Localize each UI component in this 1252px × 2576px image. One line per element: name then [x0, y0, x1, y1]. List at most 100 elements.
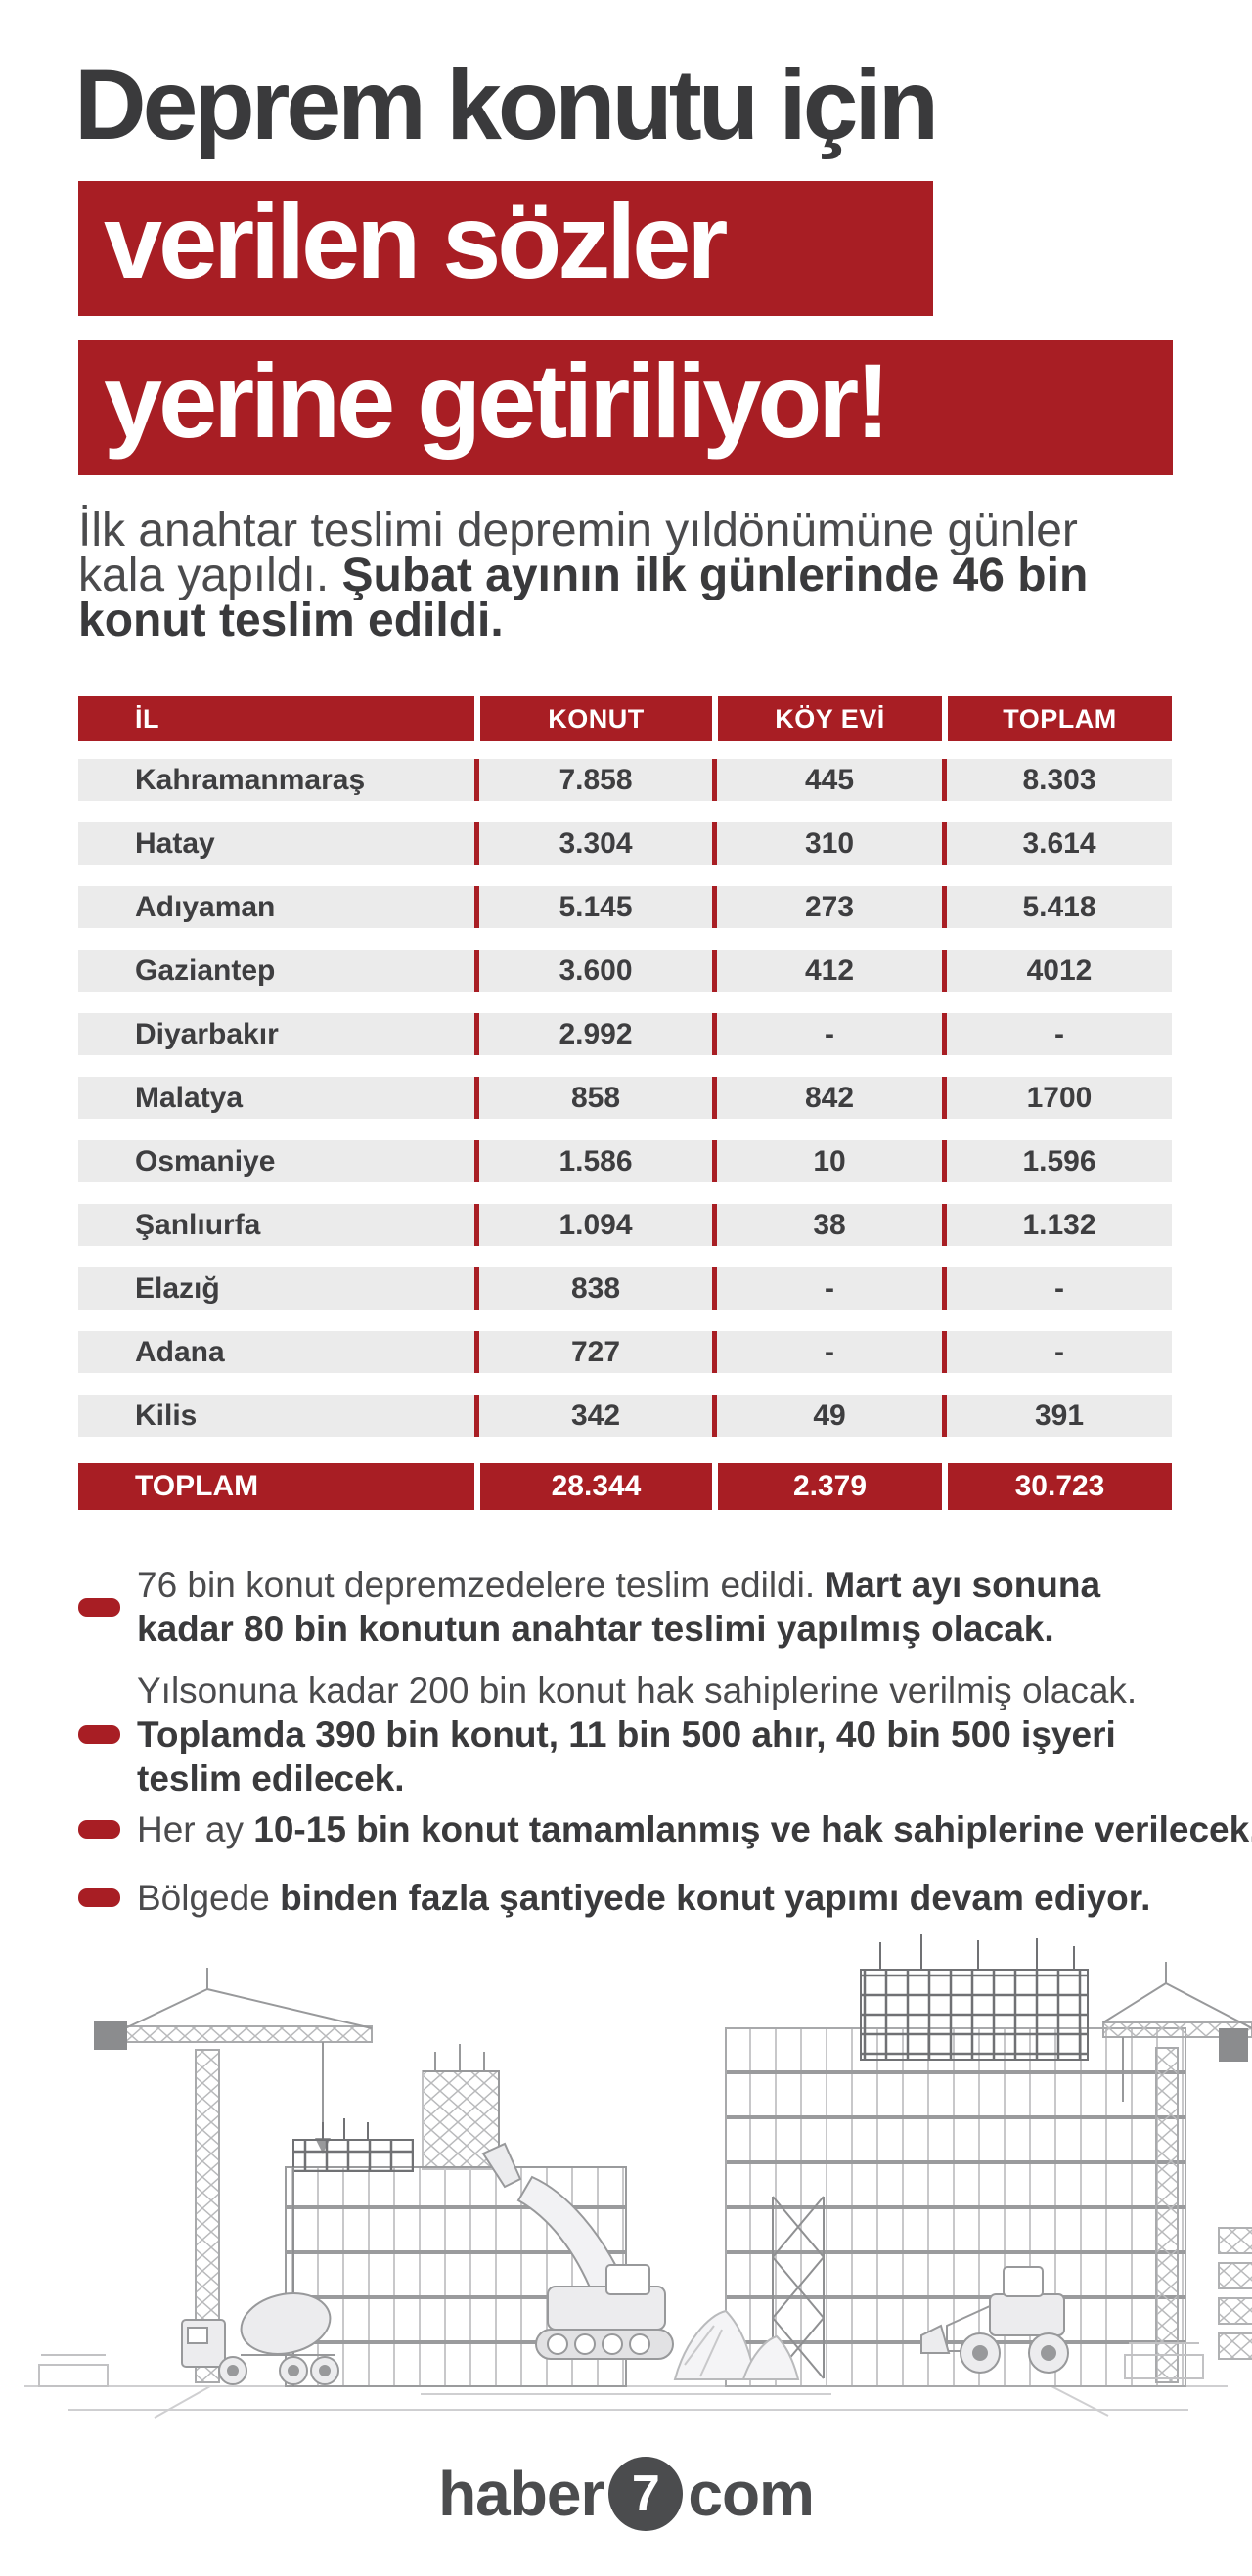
table-header-row: İL KONUT KÖY EVİ TOPLAM	[78, 696, 1172, 741]
value-cell: -	[712, 1331, 942, 1373]
value-cell: 3.304	[474, 822, 712, 865]
value-cell: 342	[474, 1395, 712, 1437]
value-cell: 391	[942, 1395, 1172, 1437]
city-cell: Şanlıurfa	[135, 1208, 261, 1241]
value-cell: -	[942, 1013, 1172, 1055]
value-cell: 412	[712, 950, 942, 992]
bullet-line: teslim edilecek.	[137, 1756, 1137, 1800]
bullet-item: Her ay 10-15 bin konut tamamlanmış ve ha…	[78, 1807, 1252, 1851]
value-cell: 5.145	[474, 886, 712, 928]
intro-line: İlk anahtar teslimi depremin yıldönümüne…	[78, 508, 1088, 555]
intro-line: kala yapıldı. Şubat ayının ilk günlerind…	[78, 553, 1088, 600]
headline-highlight-2-text: yerine getiriliyor!	[104, 341, 890, 460]
city-cell: Kilis	[135, 1399, 198, 1432]
value-cell: 273	[712, 886, 942, 928]
table-row: Şanlıurfa 1.094 38 1.132	[78, 1204, 1172, 1246]
city-cell: Malatya	[135, 1081, 244, 1114]
bullet-line: kadar 80 bin konutun anahtar teslimi yap…	[137, 1607, 1100, 1651]
housing-table: İL KONUT KÖY EVİ TOPLAM Kahramanmaraş 7.8…	[78, 696, 1172, 1510]
bullet-dash-icon	[78, 1888, 120, 1907]
bullet-item: Yılsonuna kadar 200 bin konut hak sahipl…	[78, 1668, 1213, 1800]
city-cell: Gaziantep	[135, 954, 276, 987]
table-row: Adıyaman 5.145 273 5.418	[78, 886, 1172, 928]
value-cell: 842	[712, 1077, 942, 1119]
total-toplam: 30.723	[942, 1463, 1172, 1510]
bullet-dash-icon	[78, 1597, 120, 1617]
page-title: Deprem konutu için	[74, 49, 939, 160]
bullet-text: Yılsonuna kadar 200 bin konut hak sahipl…	[137, 1668, 1137, 1800]
value-cell: 858	[474, 1077, 712, 1119]
total-label: TOPLAM	[135, 1470, 259, 1502]
value-cell: 838	[474, 1267, 712, 1310]
city-cell: Adana	[135, 1335, 225, 1368]
intro-paragraph: İlk anahtar teslimi depremin yıldönümüne…	[78, 508, 1088, 644]
table-row: Elazığ 838- -	[78, 1267, 1172, 1310]
text-segment: kadar 80 bin konutun anahtar teslimi yap…	[137, 1609, 1054, 1649]
bullet-line: Toplamda 390 bin konut, 11 bin 500 ahır,…	[137, 1712, 1137, 1756]
bullet-dash-icon	[78, 1725, 120, 1744]
text-segment: konut teslim edildi.	[78, 595, 504, 646]
construction-illustration	[24, 1934, 1252, 2419]
value-cell: 5.418	[942, 886, 1172, 928]
table-row: Adana 727- -	[78, 1331, 1172, 1373]
value-cell: 3.614	[942, 822, 1172, 865]
bullet-text: 76 bin konut depremzedelere teslim edild…	[137, 1563, 1100, 1651]
headline-highlight-1-text: verilen sözler	[104, 182, 728, 300]
value-cell: 445	[712, 759, 942, 801]
table-row: Osmaniye 1.586 10 1.596	[78, 1140, 1172, 1182]
text-segment: binden fazla şantiyede konut yapımı deva…	[280, 1878, 1151, 1918]
value-cell: -	[942, 1267, 1172, 1310]
text-segment: teslim edilecek.	[137, 1758, 405, 1799]
city-cell: Adıyaman	[135, 890, 276, 923]
table-row: Kahramanmaraş 7.858 445 8.303	[78, 759, 1172, 801]
city-cell: Hatay	[135, 826, 215, 860]
logo-number: 7	[631, 2465, 660, 2522]
value-cell: -	[712, 1013, 942, 1055]
value-cell: 1.596	[942, 1140, 1172, 1182]
table-header-toplam: TOPLAM	[942, 696, 1172, 741]
value-cell: 310	[712, 822, 942, 865]
table-header-konut: KONUT	[474, 696, 712, 741]
text-segment: 10-15 bin konut tamamlanmış ve hak sahip…	[253, 1809, 1252, 1849]
value-cell: 3.600	[474, 950, 712, 992]
table-total-row: TOPLAM 28.344 2.379 30.723	[78, 1463, 1172, 1510]
table-body: Kahramanmaraş 7.858 445 8.303 Hatay 3.304 310 3…	[78, 759, 1172, 1437]
table-row: Diyarbakır 2.992- -	[78, 1013, 1172, 1055]
text-segment: Mart ayı sonuna	[825, 1565, 1101, 1605]
value-cell: 49	[712, 1395, 942, 1437]
total-konut: 28.344	[474, 1463, 712, 1510]
city-cell: Kahramanmaraş	[135, 763, 366, 796]
text-segment: Şubat ayının ilk günlerinde 46 bin	[341, 550, 1089, 601]
value-cell: 1.132	[942, 1204, 1172, 1246]
city-cell: Elazığ	[135, 1271, 220, 1305]
total-koy-evi: 2.379	[712, 1463, 942, 1510]
bullet-item: Bölgede binden fazla şantiyede konut yap…	[78, 1876, 1213, 1920]
intro-line: konut teslim edildi.	[78, 598, 1088, 644]
logo-prefix: haber	[438, 2459, 604, 2529]
headline-highlight-2: yerine getiriliyor!	[78, 340, 1173, 475]
table-row: Hatay 3.304 310 3.614	[78, 822, 1172, 865]
bullet-line: 76 bin konut depremzedelere teslim edild…	[137, 1563, 1100, 1607]
bullet-text: Her ay 10-15 bin konut tamamlanmış ve ha…	[137, 1807, 1252, 1851]
bullet-line: Yılsonuna kadar 200 bin konut hak sahipl…	[137, 1668, 1137, 1712]
value-cell: 1700	[942, 1077, 1172, 1119]
value-cell: 38	[712, 1204, 942, 1246]
value-cell: 8.303	[942, 759, 1172, 801]
value-cell: 1.094	[474, 1204, 712, 1246]
text-segment: Her ay	[137, 1809, 254, 1849]
value-cell: 727	[474, 1331, 712, 1373]
headline-highlight-1: verilen sözler	[78, 181, 933, 316]
table-header-il: İL	[135, 703, 159, 733]
value-cell: 2.992	[474, 1013, 712, 1055]
table-header-koy-evi: KÖY EVİ	[712, 696, 942, 741]
haber7-logo: haber 7 com	[0, 2457, 1252, 2531]
city-cell: Osmaniye	[135, 1144, 276, 1177]
value-cell: 7.858	[474, 759, 712, 801]
text-segment: İlk anahtar teslimi depremin yıldönümüne…	[78, 505, 1078, 556]
text-segment: Yılsonuna kadar 200 bin konut hak sahipl…	[137, 1670, 1138, 1710]
value-cell: 1.586	[474, 1140, 712, 1182]
table-row: Malatya 858 842 1700	[78, 1077, 1172, 1119]
bullet-dash-icon	[78, 1820, 120, 1839]
text-segment: 76 bin konut depremzedelere teslim edild…	[137, 1565, 826, 1605]
value-cell: 10	[712, 1140, 942, 1182]
